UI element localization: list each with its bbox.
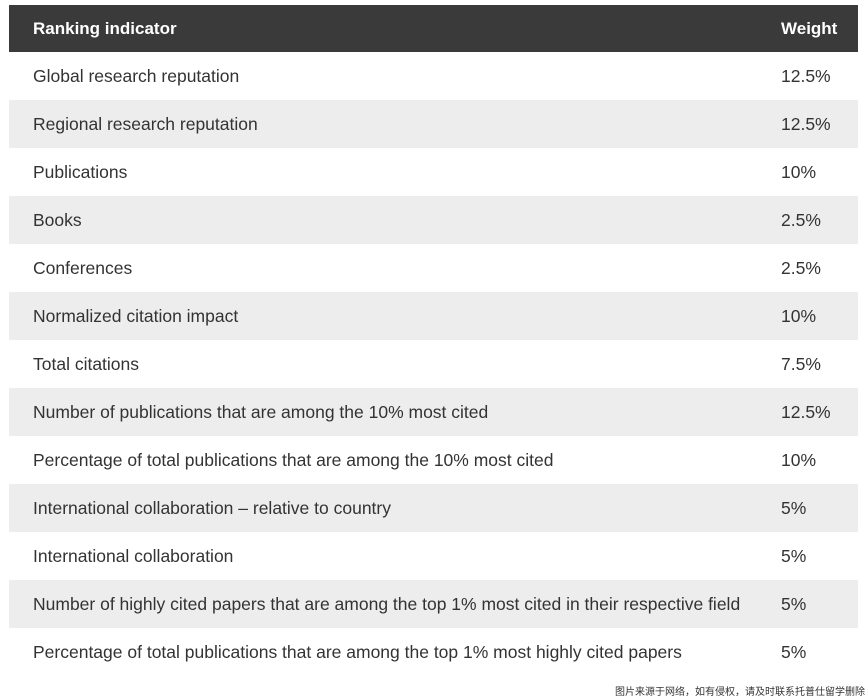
header-row: Ranking indicator Weight xyxy=(9,5,858,52)
watermark: 图片来源于网络，如有侵权，请及时联系托普仕留学删除 xyxy=(615,683,865,698)
weight-cell: 10% xyxy=(781,161,817,182)
weight-cell: 12.5% xyxy=(757,100,858,148)
weight-cell: 2.5% xyxy=(757,196,858,244)
table-header: Ranking indicator Weight xyxy=(9,5,858,52)
weight-cell: 10% xyxy=(757,292,858,340)
table-row: International collaboration 5% xyxy=(9,532,858,580)
indicator-cell: Normalized citation impact xyxy=(9,292,757,340)
header-cell: Weight xyxy=(757,5,858,52)
table-row: Number of highly cited papers that are a… xyxy=(9,580,858,628)
weight-cell: 10% xyxy=(781,449,817,470)
indicator-cell: Books xyxy=(9,196,757,244)
table-row: Percentage of total publications that ar… xyxy=(9,436,858,484)
weight-cell: 7.5% xyxy=(781,353,821,374)
indicator-cell: Number of highly cited papers that are a… xyxy=(9,580,757,628)
table-row: Percentage of total publications that ar… xyxy=(9,628,858,676)
weight-cell: 5% xyxy=(757,580,858,628)
indicator-cell: Publications xyxy=(33,161,128,182)
indicator-cell: Regional research reputation xyxy=(9,100,757,148)
indicator-cell: Total citations xyxy=(33,353,140,374)
table-row: Number of publications that are among th… xyxy=(9,388,858,436)
indicator-cell: Global research reputation xyxy=(33,65,240,86)
weight-cell: 5% xyxy=(757,484,858,532)
ranking-table: Ranking indicator Weight Global research… xyxy=(9,5,858,676)
indicator-cell: International collaboration – relative t… xyxy=(9,484,757,532)
table-row: Regional research reputation 12.5% xyxy=(9,100,858,148)
indicator-cell: Percentage of total publications that ar… xyxy=(33,449,554,470)
indicator-cell: Conferences xyxy=(33,257,133,278)
table-row: Normalized citation impact 10% xyxy=(9,292,858,340)
table-row: Books 2.5% xyxy=(9,196,858,244)
table-row: Publications 10% xyxy=(9,148,858,196)
weight-cell: 12.5% xyxy=(757,388,858,436)
weight-cell: 5% xyxy=(781,641,807,662)
indicator-cell: Number of publications that are among th… xyxy=(9,388,757,436)
weight-cell: 12.5% xyxy=(781,65,831,86)
table-row: Total citations 7.5% xyxy=(9,340,858,388)
header-cell: Ranking indicator xyxy=(9,5,757,52)
indicator-cell: International collaboration xyxy=(33,545,234,566)
indicator-cell: Percentage of total publications that ar… xyxy=(33,641,682,662)
weight-cell: 2.5% xyxy=(781,257,821,278)
table-row: International collaboration – relative t… xyxy=(9,484,858,532)
weight-cell: 5% xyxy=(781,545,807,566)
table-body: Global research reputation 12.5% Regional … xyxy=(9,52,858,676)
table-row: Global research reputation 12.5% xyxy=(9,52,858,100)
table-row: Conferences 2.5% xyxy=(9,244,858,292)
